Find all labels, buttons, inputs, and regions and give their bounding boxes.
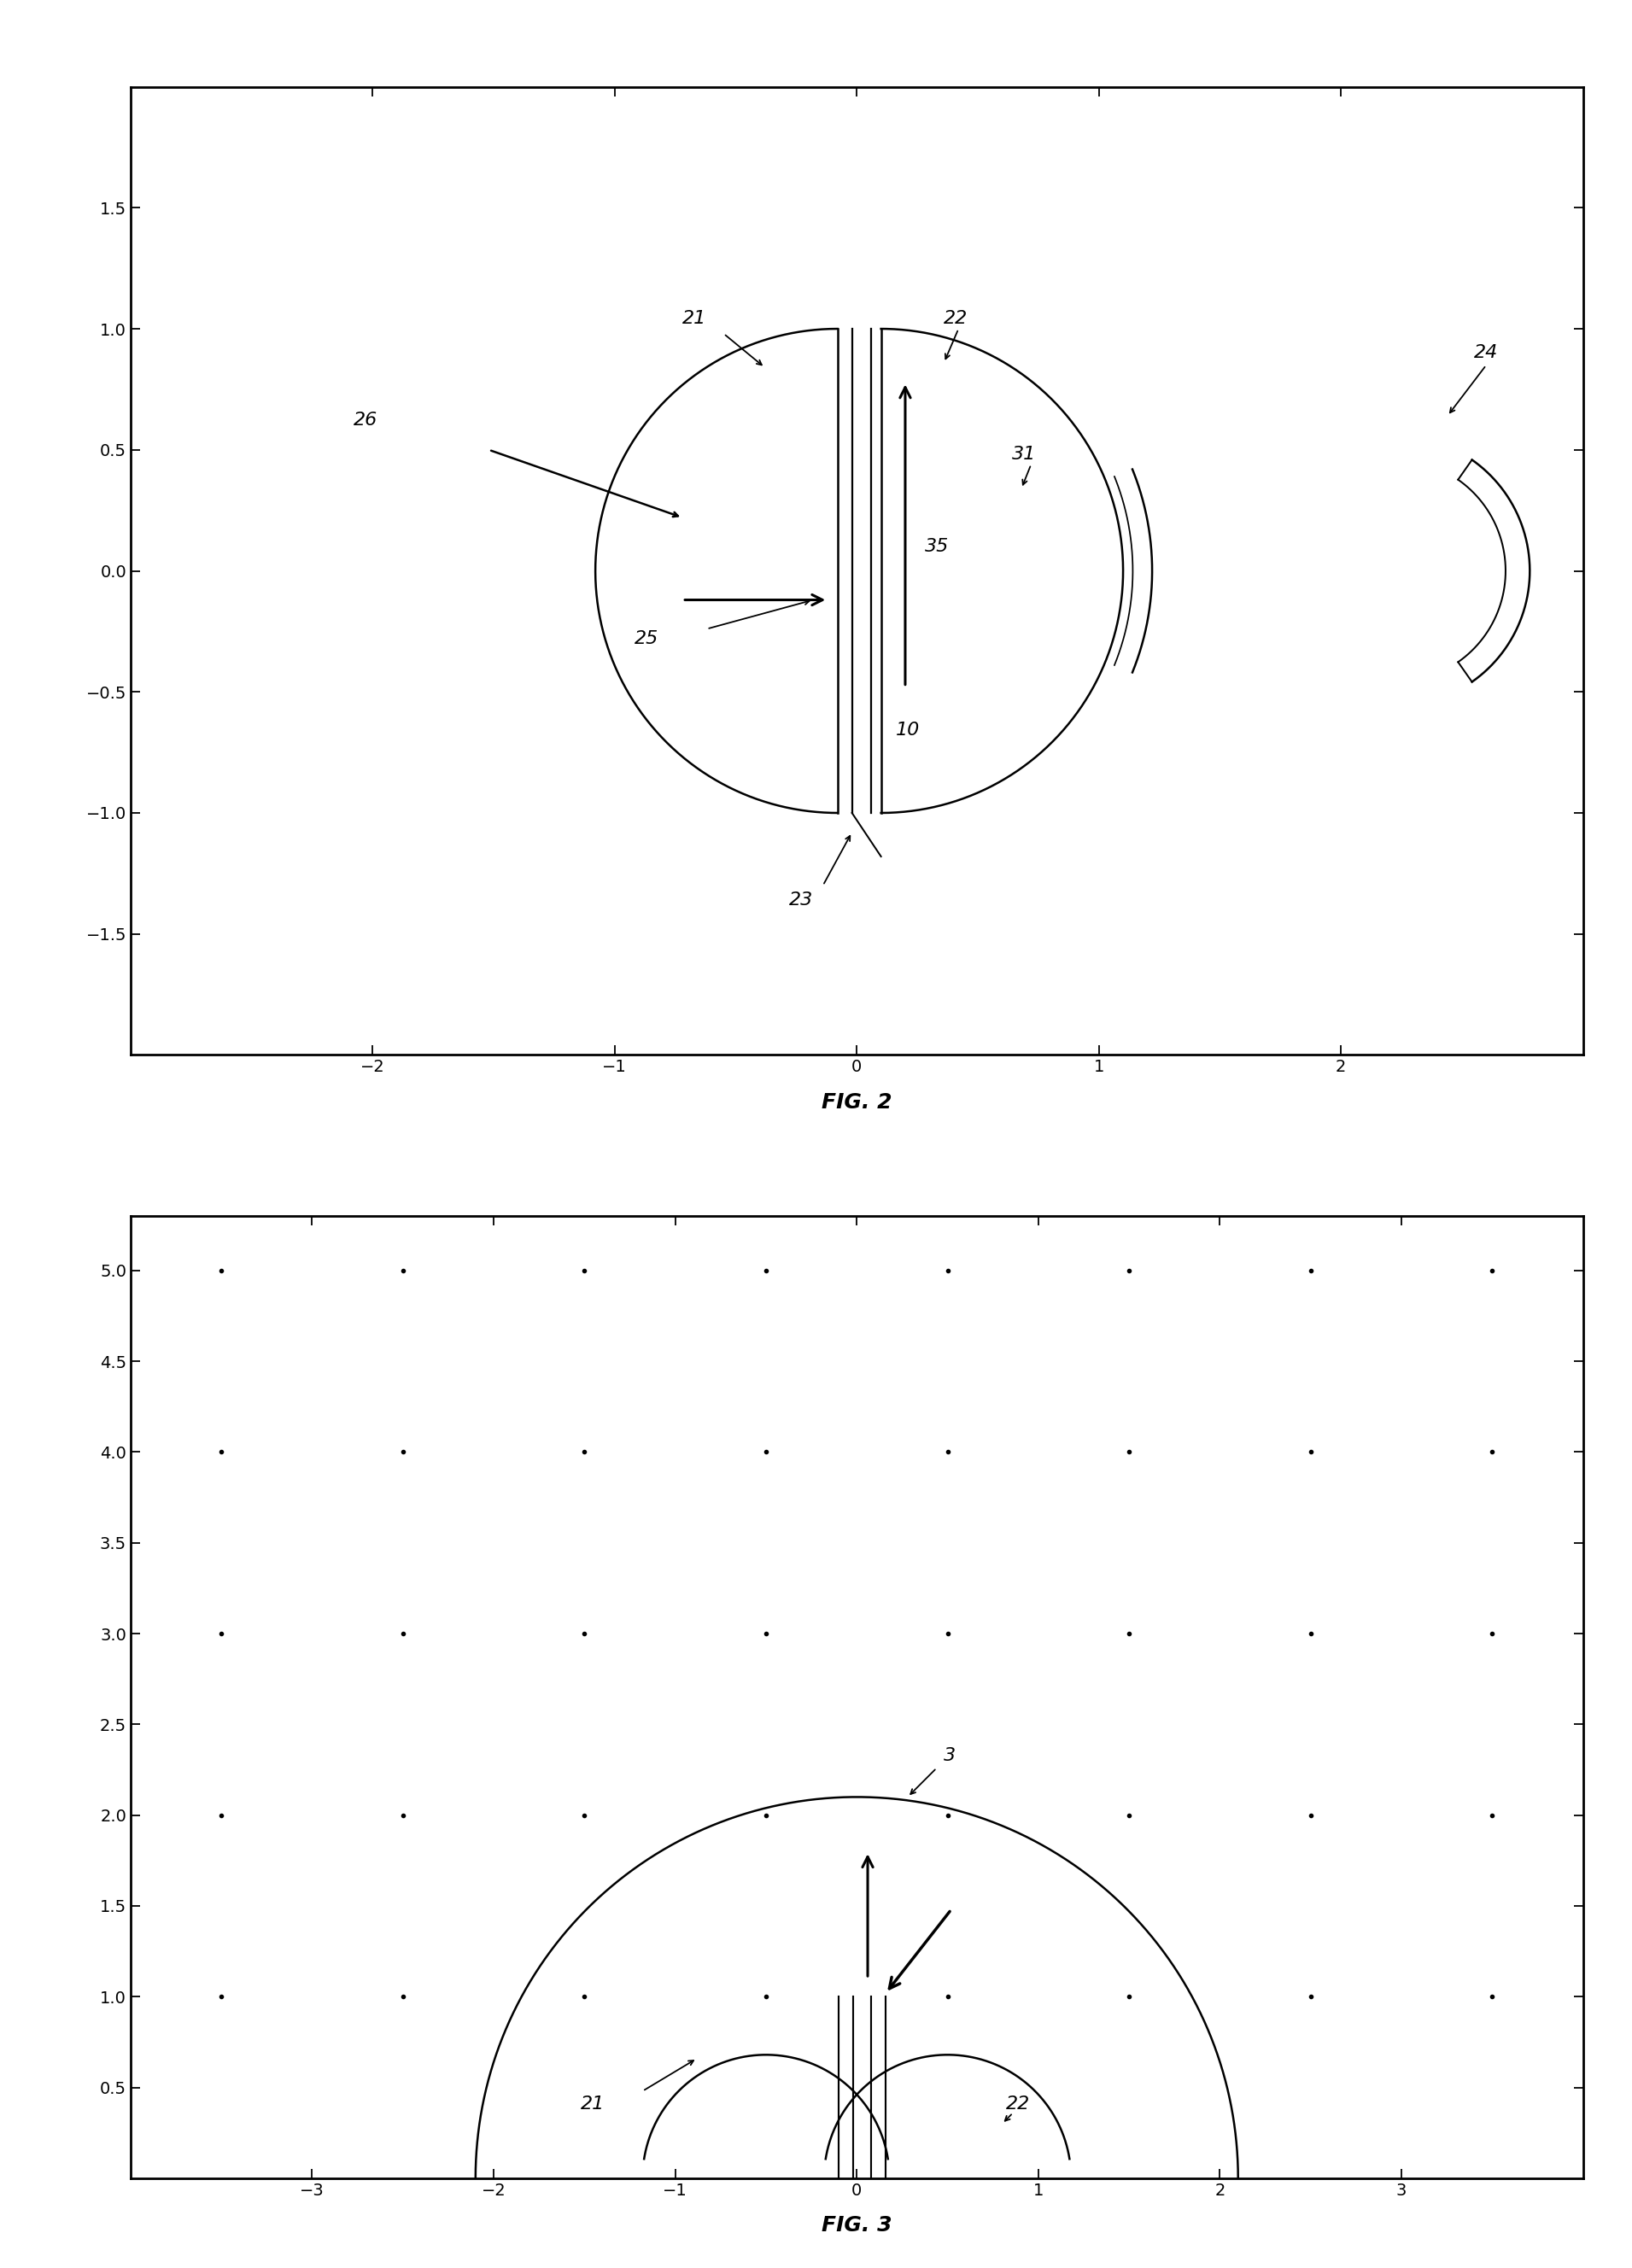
Text: 25: 25 (635, 631, 658, 646)
Text: 26: 26 (353, 413, 377, 429)
Text: 3: 3 (943, 1746, 956, 1765)
Text: 21: 21 (682, 311, 707, 327)
Text: 21: 21 (581, 2096, 605, 2114)
Text: 24: 24 (1474, 345, 1498, 361)
Text: 10: 10 (896, 721, 920, 739)
Text: 23: 23 (788, 891, 813, 907)
X-axis label: FIG. 2: FIG. 2 (821, 1091, 893, 1111)
X-axis label: FIG. 3: FIG. 3 (821, 2216, 893, 2236)
Text: 22: 22 (943, 311, 968, 327)
Text: 35: 35 (925, 538, 948, 556)
Text: 22: 22 (1005, 2096, 1030, 2114)
Text: 31: 31 (1012, 447, 1036, 463)
